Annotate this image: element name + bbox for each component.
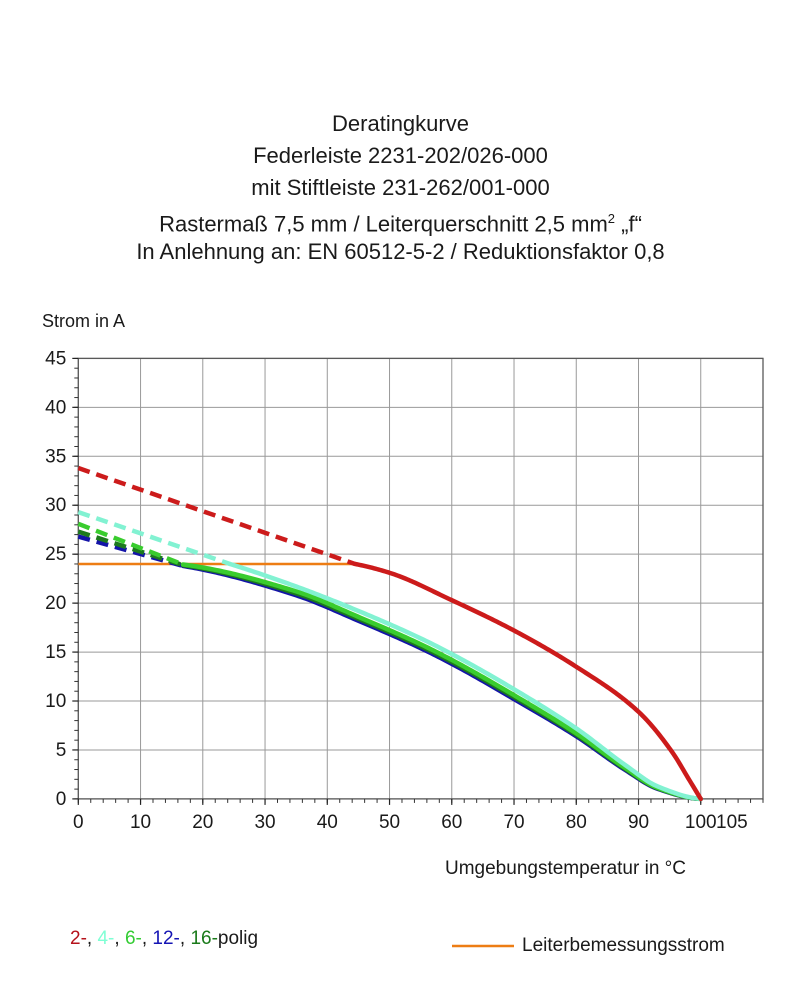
svg-text:60: 60 — [441, 812, 462, 833]
svg-text:40: 40 — [317, 812, 338, 833]
svg-text:15: 15 — [45, 642, 66, 663]
svg-text:70: 70 — [503, 812, 524, 833]
svg-text:80: 80 — [566, 812, 587, 833]
svg-text:40: 40 — [45, 397, 66, 418]
svg-text:25: 25 — [45, 544, 66, 565]
svg-text:10: 10 — [45, 691, 66, 712]
svg-text:0: 0 — [73, 812, 84, 833]
svg-text:90: 90 — [628, 812, 649, 833]
svg-text:105: 105 — [716, 812, 748, 833]
svg-text:5: 5 — [56, 740, 67, 761]
svg-text:50: 50 — [379, 812, 400, 833]
svg-text:30: 30 — [45, 495, 66, 516]
svg-text:30: 30 — [254, 812, 275, 833]
svg-text:20: 20 — [192, 812, 213, 833]
svg-text:100: 100 — [685, 812, 717, 833]
svg-text:20: 20 — [45, 593, 66, 614]
svg-text:0: 0 — [56, 789, 67, 810]
svg-text:35: 35 — [45, 446, 66, 467]
svg-text:45: 45 — [45, 348, 66, 369]
svg-text:10: 10 — [130, 812, 151, 833]
